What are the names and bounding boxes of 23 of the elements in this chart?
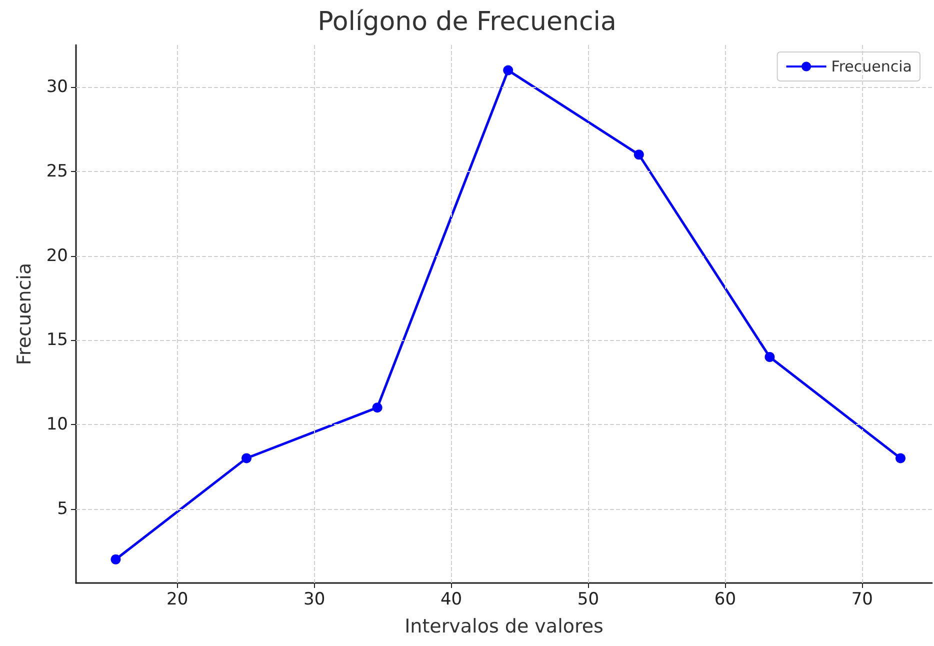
x-axis-title: Intervalos de valores (404, 616, 604, 638)
point (372, 402, 382, 413)
x-tick-label: 50 (577, 590, 600, 610)
x-tick-label: 30 (303, 590, 326, 610)
point (764, 352, 775, 362)
point (110, 554, 121, 564)
y-tick-label: 15 (46, 330, 68, 350)
legend-label: Frecuencia (831, 58, 912, 76)
point (242, 453, 252, 464)
x-tick-label: 60 (714, 590, 736, 610)
y-tick-label: 30 (46, 77, 68, 98)
x-tick-label: 20 (166, 590, 188, 610)
y-tick-label: 25 (46, 161, 68, 182)
point (634, 150, 644, 160)
chart-title: Polígono de Frecuencia (318, 7, 616, 37)
y-tick-label: 20 (46, 246, 68, 266)
y-tick-label: 10 (46, 414, 68, 434)
point (896, 453, 906, 464)
y-tick-label: 5 (57, 498, 68, 519)
y-axis-title: Frecuencia (14, 262, 36, 366)
point (503, 65, 514, 76)
x-tick-label: 70 (851, 590, 873, 610)
x-tick-label: 40 (440, 590, 462, 610)
